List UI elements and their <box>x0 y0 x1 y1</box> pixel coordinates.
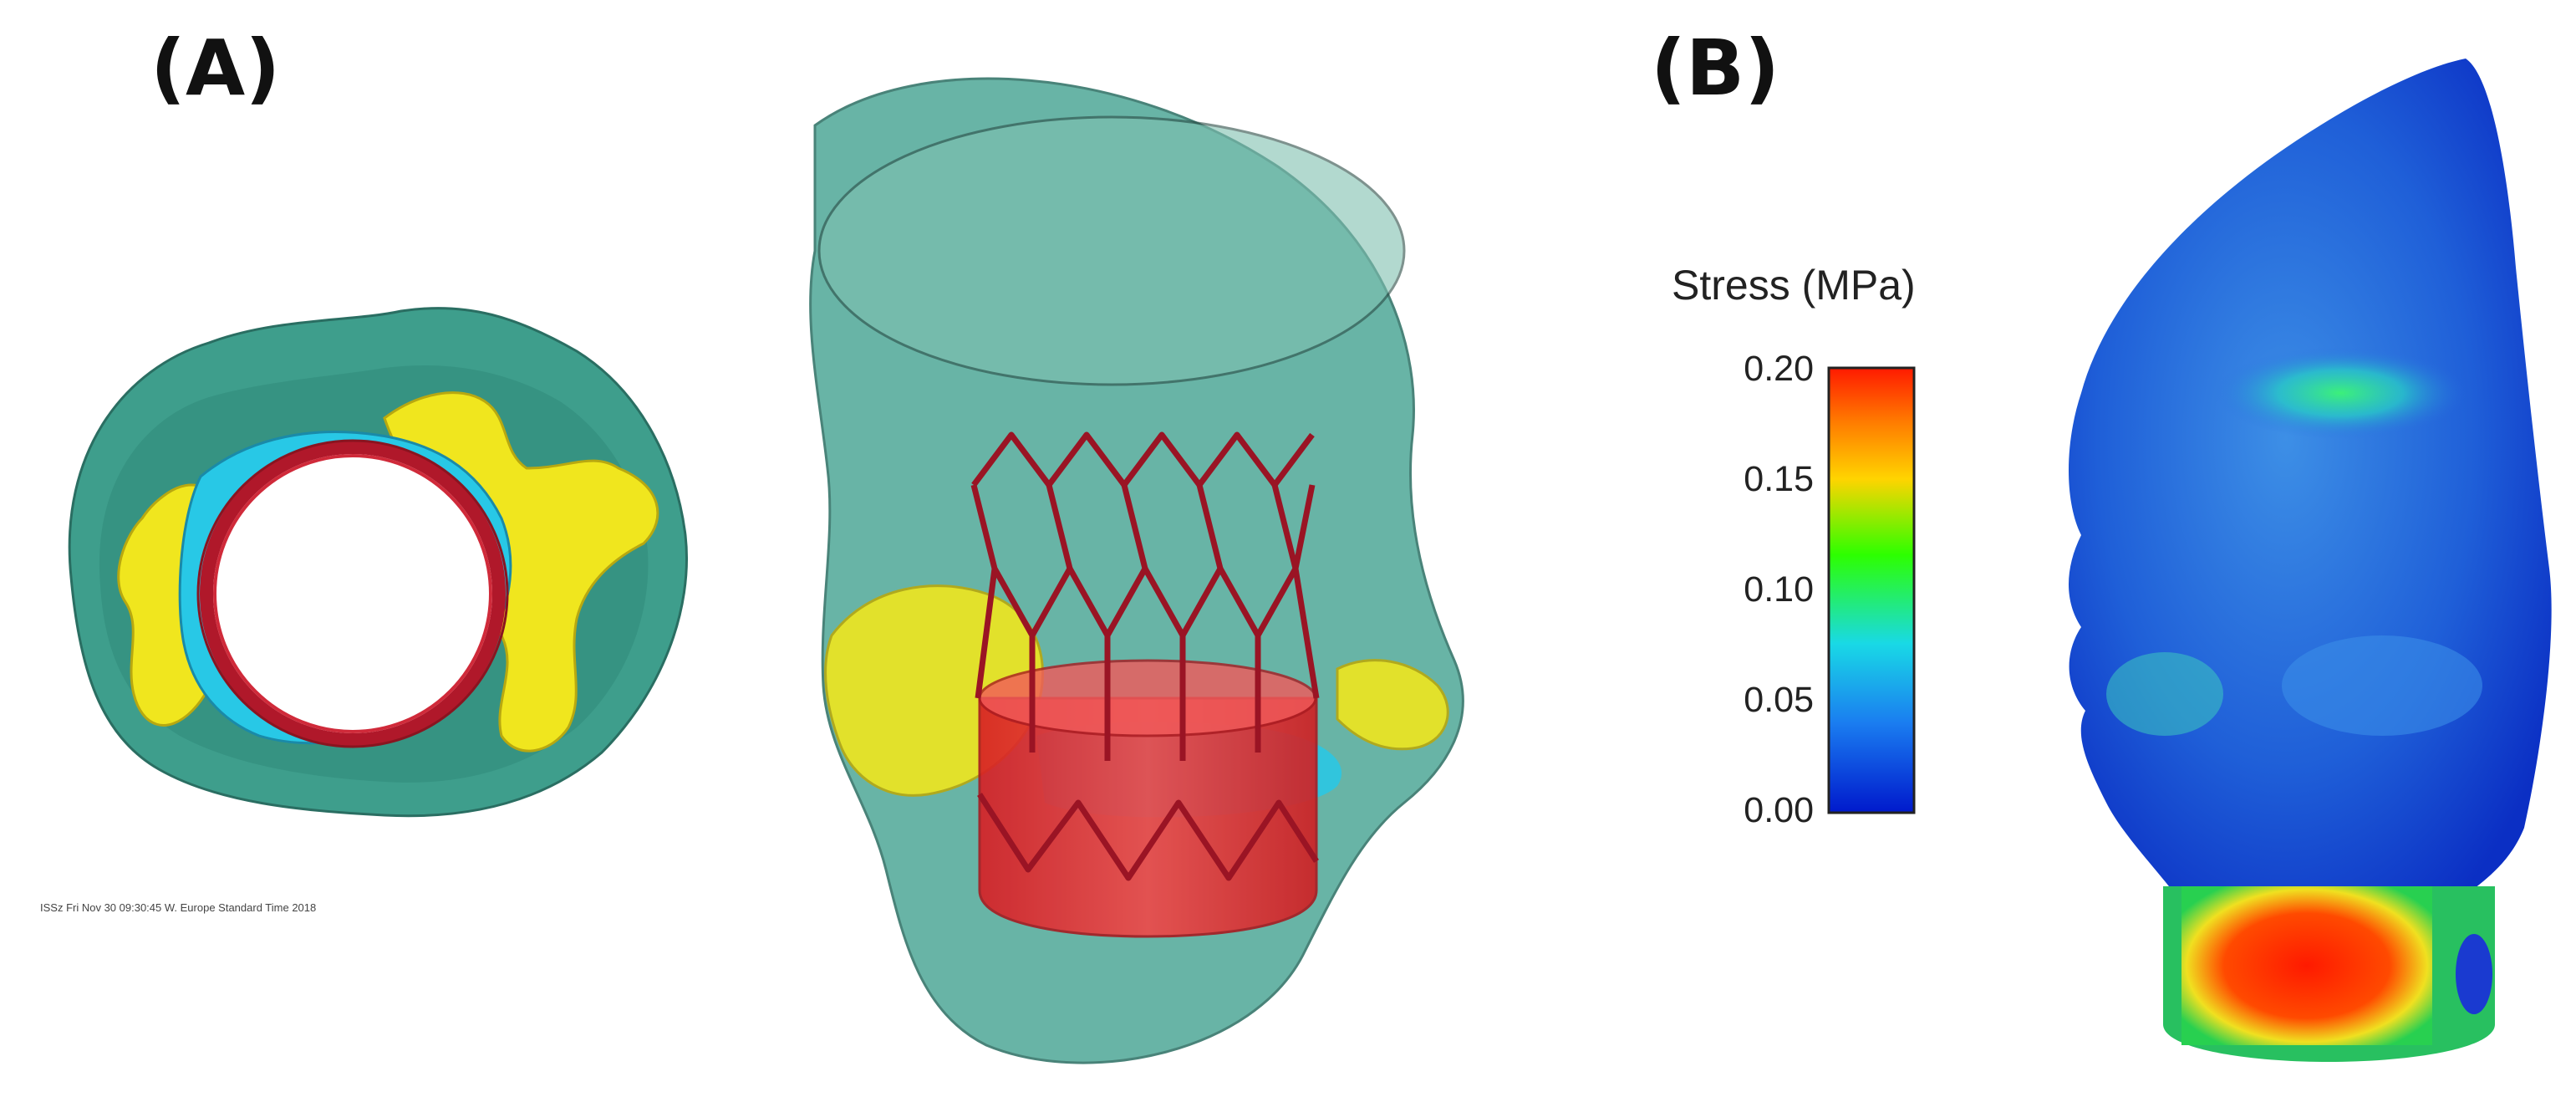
aorta-body <box>2069 59 2552 903</box>
stress-patch-mid <box>2282 635 2482 736</box>
legend-title: Stress (MPa) <box>1672 262 1916 309</box>
panel-label-b: (B) <box>1651 23 1780 113</box>
stress-band-upper <box>2215 347 2466 439</box>
legend-tick-3: 0.05 <box>1744 680 1814 720</box>
aortic-root-top-view <box>68 307 689 818</box>
calcification-right-side <box>1336 659 1449 751</box>
stress-contour-render <box>2069 59 2552 1062</box>
legend-colorbar <box>1827 366 1916 814</box>
aortic-root-side-view <box>809 77 1464 1064</box>
aortic-top-opening <box>817 115 1406 386</box>
stent-ring-inner <box>213 454 492 733</box>
stent-ring <box>200 441 506 747</box>
legend-tick-0: 0.20 <box>1744 349 1814 389</box>
stress-patch-left <box>2106 652 2223 736</box>
stress-hotspot <box>2181 886 2432 1045</box>
stress-patch-low <box>2456 934 2492 1014</box>
panel-label-a: (A) <box>150 23 281 113</box>
legend-tick-1: 0.15 <box>1744 459 1814 499</box>
footer-timestamp: ISSz Fri Nov 30 09:30:45 W. Europe Stand… <box>40 901 317 914</box>
legend-tick-2: 0.10 <box>1744 569 1814 610</box>
stent-ring-outer <box>196 439 509 748</box>
stent-frame <box>970 431 1320 881</box>
legend-tick-4: 0.00 <box>1744 790 1814 830</box>
